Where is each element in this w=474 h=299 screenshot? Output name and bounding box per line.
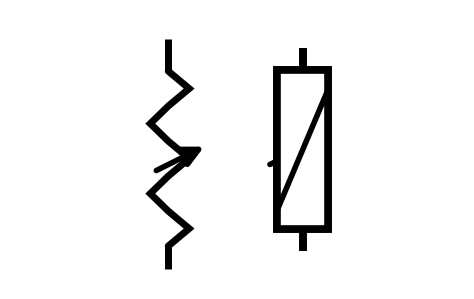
- FancyBboxPatch shape: [277, 70, 328, 229]
- FancyBboxPatch shape: [277, 70, 328, 229]
